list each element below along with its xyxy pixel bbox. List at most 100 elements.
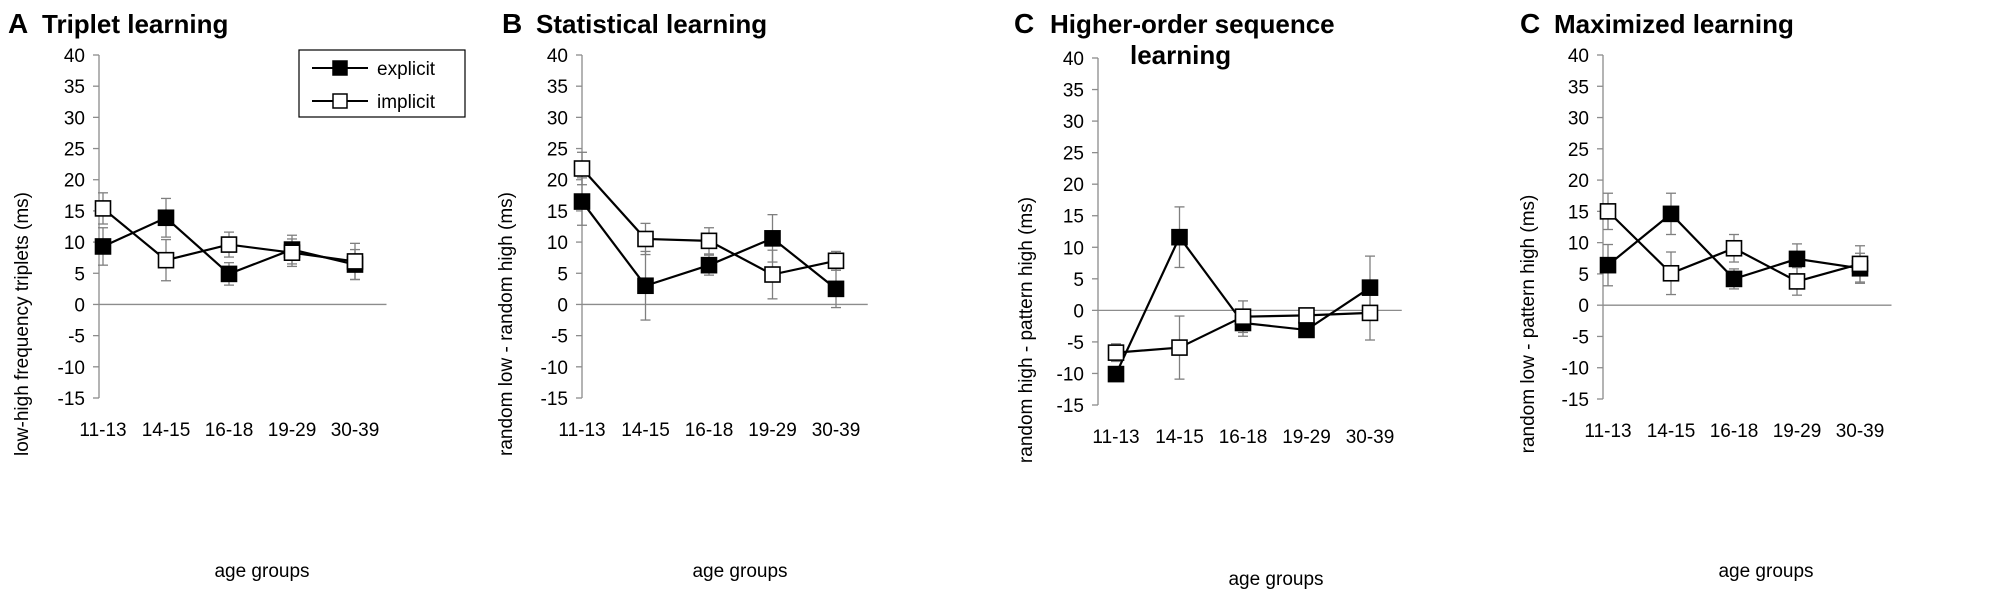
data-point-explicit	[573, 193, 591, 210]
y-tick-label: 30	[64, 108, 85, 129]
panel-title: Triplet learning	[42, 9, 228, 39]
data-point-implicit	[764, 266, 781, 283]
data-point-explicit	[157, 209, 175, 227]
plot-area: -15 -10 -5 0 5 10 15 20 25 30 35 40 11-13 14-15 16-18 1…	[541, 46, 868, 441]
data-point-implicit	[1662, 264, 1680, 282]
y-tick-label: 0	[557, 295, 568, 316]
y-tick-label: 10	[547, 233, 568, 254]
x-tick-label: 16-18	[1219, 427, 1268, 448]
y-tick-label: 5	[557, 264, 568, 285]
y-tick-label: 40	[1568, 46, 1589, 67]
y-tick-label: 40	[1063, 49, 1084, 70]
x-tick-label: 30-39	[812, 420, 861, 441]
y-tick-label: 5	[1578, 265, 1589, 286]
y-tick-label: 30	[547, 108, 568, 129]
y-tick-label: 35	[1568, 77, 1589, 98]
x-axis-label: age groups	[1228, 569, 1323, 590]
data-point-implicit	[1599, 203, 1617, 220]
panel-c-maximized-learning: C Maximized learning random low - patter…	[1518, 8, 1892, 582]
y-tick-label: -10	[58, 358, 85, 379]
data-point-implicit	[1171, 339, 1188, 356]
y-tick-label: 35	[64, 77, 85, 98]
panel-title-line-1: Higher-order sequence	[1050, 9, 1335, 39]
data-point-implicit	[1234, 308, 1252, 325]
panel-letter: C	[1014, 8, 1034, 39]
y-tick-label: 25	[1568, 140, 1589, 161]
panel-title: Statistical learning	[536, 9, 767, 39]
panel-letter: C	[1520, 8, 1540, 39]
data-point-explicit	[1725, 270, 1743, 288]
data-point-implicit	[94, 200, 112, 217]
data-point-explicit	[1599, 256, 1617, 274]
data-point-implicit	[573, 160, 591, 177]
legend-explicit-label: explicit	[377, 59, 436, 80]
plot-area: -15 -10 -5 0 5 10 15 20 25 30 35 40 11-13 14-15 16-18 1…	[58, 46, 387, 441]
x-tick-label: 19-29	[1773, 421, 1822, 442]
y-tick-label: -15	[1057, 396, 1084, 417]
y-axis-label: random low - random high (ms)	[496, 192, 517, 456]
y-tick-label: 10	[1568, 234, 1589, 255]
y-tick-label: 20	[1063, 175, 1084, 196]
y-axis-label: low-high frequency triplets (ms)	[12, 192, 33, 456]
y-tick-label: 25	[547, 140, 568, 161]
data-point-implicit	[1851, 255, 1869, 273]
y-tick-label: 35	[1063, 81, 1084, 102]
y-tick-label: -5	[551, 327, 568, 348]
panel-letter: B	[502, 8, 522, 39]
data-point-implicit	[827, 252, 845, 270]
y-tick-label: -10	[541, 358, 568, 379]
y-tick-label: 15	[1063, 207, 1084, 228]
x-tick-label: 14-15	[1155, 427, 1204, 448]
data-point-implicit	[157, 251, 175, 269]
y-tick-label: -5	[1067, 333, 1084, 354]
y-tick-label: 30	[1568, 109, 1589, 130]
x-tick-label: 30-39	[1836, 421, 1885, 442]
y-axis-label: random low - pattern high (ms)	[1518, 195, 1539, 454]
x-tick-label: 19-29	[748, 420, 797, 441]
data-point-explicit	[1788, 250, 1806, 268]
x-tick-label: 11-13	[1584, 421, 1631, 442]
y-tick-label: 20	[64, 171, 85, 192]
data-point-explicit	[700, 256, 718, 274]
x-axis-label: age groups	[692, 561, 787, 582]
panel-title-line-2: learning	[1130, 40, 1231, 70]
data-point-implicit	[220, 236, 238, 253]
y-tick-label: -15	[58, 389, 85, 410]
y-axis-label: random high - pattern high (ms)	[1016, 197, 1037, 463]
data-point-explicit	[1171, 228, 1188, 246]
plot-area: -15 -10 -5 0 5 10 15 20 25 30 35 40 11-13 14-15 16-18 1…	[1562, 46, 1892, 442]
data-point-explicit	[94, 238, 112, 255]
y-tick-label: 0	[1578, 296, 1589, 317]
x-tick-label: 11-13	[558, 420, 605, 441]
y-tick-label: 15	[1568, 202, 1589, 223]
x-tick-label: 11-13	[79, 420, 126, 441]
y-tick-label: 10	[1063, 238, 1084, 259]
y-tick-label: 35	[547, 77, 568, 98]
data-point-implicit	[283, 244, 301, 261]
data-point-explicit	[1298, 321, 1315, 339]
x-tick-label: 19-29	[1282, 427, 1331, 448]
data-point-explicit	[764, 230, 781, 247]
x-tick-label: 30-39	[1346, 427, 1395, 448]
data-point-implicit	[346, 253, 364, 270]
data-point-explicit	[637, 277, 654, 295]
y-tick-label: -5	[68, 327, 85, 348]
plot-area: -15 -10 -5 0 5 10 15 20 25 30 35 40 11-13 14-15 16-18 1…	[1057, 49, 1402, 448]
y-tick-label: 0	[1073, 301, 1084, 322]
data-point-explicit	[1662, 205, 1680, 223]
y-tick-label: 20	[547, 171, 568, 192]
y-tick-label: 20	[1568, 171, 1589, 192]
data-point-explicit	[1107, 365, 1125, 383]
data-point-implicit	[1298, 307, 1315, 324]
y-tick-label: -15	[1562, 390, 1589, 411]
legend: explicit implicit	[298, 49, 466, 118]
data-point-implicit	[637, 230, 654, 248]
panel-c-higher-order-sequence-learning: C Higher-order sequence learning random …	[1014, 8, 1402, 590]
x-tick-label: 16-18	[205, 420, 254, 441]
y-tick-label: 15	[547, 202, 568, 223]
data-point-implicit	[1725, 239, 1743, 257]
y-tick-label: 25	[64, 140, 85, 161]
legend-implicit-label: implicit	[377, 92, 436, 113]
y-tick-label: 10	[64, 233, 85, 254]
